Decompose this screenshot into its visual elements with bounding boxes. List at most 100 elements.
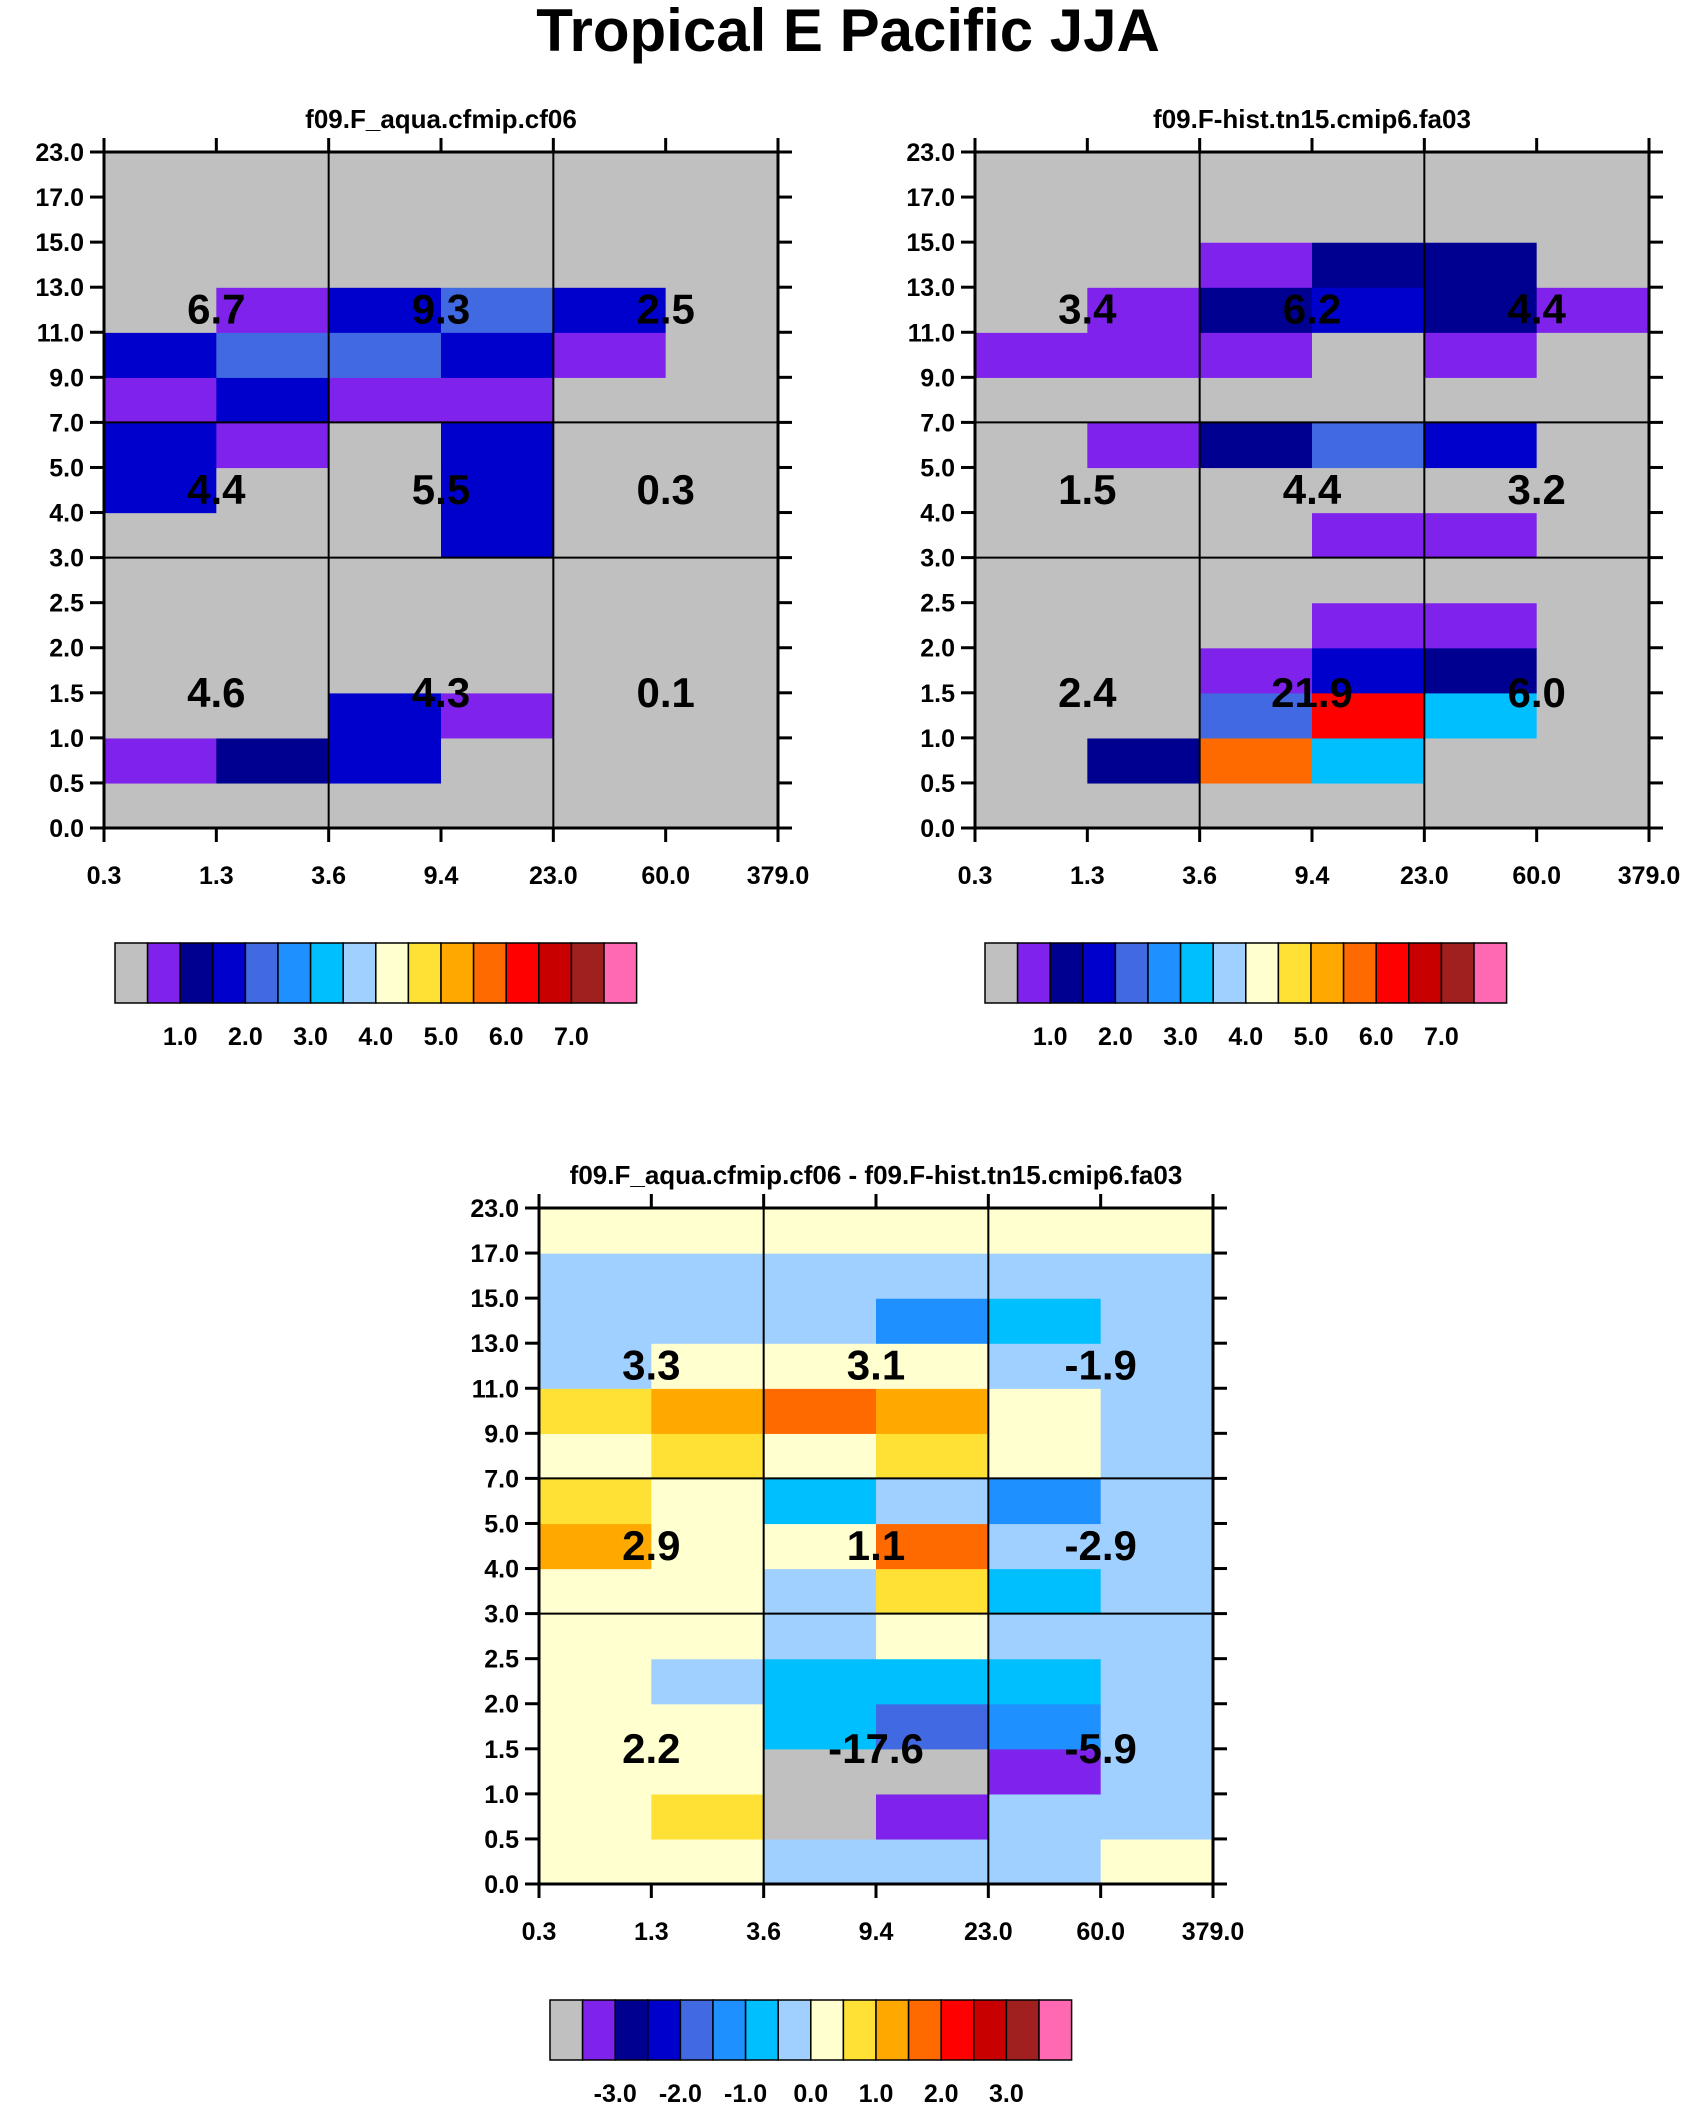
colorbar-label: 4.0 bbox=[358, 1023, 393, 1051]
heatmap-cell bbox=[1424, 332, 1538, 378]
heatmap-cell bbox=[651, 1793, 765, 1840]
heatmap-cell bbox=[553, 332, 667, 378]
heatmap-cell bbox=[665, 512, 779, 559]
heatmap-cell bbox=[539, 1478, 652, 1525]
heatmap-cell bbox=[665, 152, 779, 198]
heatmap-cell bbox=[1100, 1748, 1214, 1795]
colorbar-swatch bbox=[1147, 942, 1182, 1004]
heatmap-cell bbox=[1312, 242, 1425, 288]
y-tick-label: 17.0 bbox=[35, 184, 84, 212]
heatmap-cell bbox=[1312, 647, 1425, 694]
heatmap-cell bbox=[104, 242, 217, 288]
heatmap-cell bbox=[553, 377, 667, 423]
heatmap-cell bbox=[1312, 692, 1425, 739]
colorbar-swatch bbox=[1440, 942, 1475, 1004]
heatmap-cell bbox=[763, 1523, 877, 1570]
heatmap-cell bbox=[104, 692, 217, 739]
x-tick-label: 1.3 bbox=[634, 1918, 669, 1946]
heatmap-cell bbox=[651, 1433, 765, 1479]
heatmap-cell bbox=[665, 782, 779, 829]
heatmap-cell bbox=[665, 377, 779, 423]
heatmap-cell bbox=[665, 692, 779, 739]
colorbar-swatch bbox=[603, 942, 638, 1004]
y-tick-label: 4.0 bbox=[920, 500, 955, 528]
panel-title: f09.F-hist.tn15.cmip6.fa03 bbox=[1153, 104, 1471, 134]
x-tick-label: 379.0 bbox=[1618, 862, 1681, 890]
colorbar-swatch bbox=[549, 1999, 584, 2061]
heatmap-cell bbox=[988, 1388, 1102, 1434]
colorbar-label: 7.0 bbox=[1424, 1023, 1459, 1051]
heatmap-cell bbox=[665, 197, 779, 243]
region-value: 0.1 bbox=[636, 669, 694, 716]
y-tick-label: 15.0 bbox=[35, 229, 84, 257]
heatmap-cell bbox=[763, 1613, 877, 1660]
x-tick-label: 1.3 bbox=[1070, 862, 1105, 890]
panel-aqua: f09.F_aqua.cfmip.cf06 0.3 1.3 3.6 9.4 23.0 60.… bbox=[35, 104, 809, 1051]
heatmap-cell bbox=[1100, 1253, 1214, 1299]
heatmap-cell bbox=[553, 782, 667, 829]
region-value: -17.6 bbox=[828, 1725, 924, 1772]
colorbar-swatch bbox=[1342, 942, 1377, 1004]
heatmap-cell bbox=[763, 1703, 877, 1750]
y-tick-label: 2.0 bbox=[49, 635, 84, 663]
colorbar-swatch bbox=[440, 942, 475, 1004]
heatmap-cell bbox=[1087, 647, 1201, 694]
colorbar-label: -3.0 bbox=[594, 2080, 637, 2108]
y-tick-label: 3.0 bbox=[484, 1601, 519, 1629]
heatmap-cell bbox=[539, 1793, 652, 1840]
heatmap-cell bbox=[876, 1298, 989, 1344]
colorbar-swatch bbox=[1277, 942, 1312, 1004]
heatmap-cell bbox=[1312, 152, 1425, 198]
heatmap-cell bbox=[876, 1568, 989, 1615]
region-value: 2.5 bbox=[636, 286, 694, 333]
heatmap-cell bbox=[975, 152, 1088, 198]
y-tick-label: 2.0 bbox=[484, 1691, 519, 1719]
colorbar-label: 3.0 bbox=[989, 2080, 1024, 2108]
heatmap-cell bbox=[651, 1388, 765, 1434]
y-tick-label: 9.0 bbox=[920, 364, 955, 392]
heatmap-cell bbox=[876, 1523, 989, 1570]
panel-difference: f09.F_aqua.cfmip.cf06 - f09.F-hist.tn15.… bbox=[470, 1160, 1244, 2108]
colorbar-swatch bbox=[114, 942, 149, 1004]
heatmap-cell bbox=[1100, 1658, 1214, 1705]
heatmap-cell bbox=[441, 692, 554, 739]
heatmap-cell bbox=[1087, 332, 1201, 378]
colorbar-swatch bbox=[375, 942, 410, 1004]
heatmap-cell bbox=[553, 287, 667, 333]
region-value: 1.5 bbox=[1058, 466, 1116, 513]
colorbar-swatch bbox=[179, 942, 214, 1004]
heatmap-cell bbox=[1100, 1478, 1214, 1525]
heatmap-cell bbox=[1199, 692, 1313, 739]
heatmap-cell bbox=[1424, 152, 1538, 198]
x-tick-label: 9.4 bbox=[1295, 862, 1330, 890]
colorbar-label: 1.0 bbox=[1033, 1023, 1068, 1051]
colorbar-label: 2.0 bbox=[924, 2080, 959, 2108]
panel-hist: f09.F-hist.tn15.cmip6.fa03 0.3 1.3 3.6 9.4 23… bbox=[906, 104, 1680, 1051]
heatmap-cell bbox=[216, 512, 330, 559]
heatmap-cell bbox=[876, 1703, 989, 1750]
y-tick-label: 11.0 bbox=[908, 319, 955, 347]
heatmap-cell bbox=[216, 737, 330, 784]
heatmap-cell bbox=[1100, 1613, 1214, 1660]
heatmap-cell bbox=[665, 422, 779, 469]
heatmap-cell bbox=[988, 1703, 1102, 1750]
heatmap-cell bbox=[216, 557, 330, 604]
colorbar-swatch bbox=[1049, 942, 1084, 1004]
y-tick-label: 2.5 bbox=[49, 590, 84, 618]
heatmap-cell bbox=[665, 467, 779, 514]
colorbar-swatch bbox=[1212, 942, 1247, 1004]
heatmap-cell bbox=[539, 1568, 652, 1615]
heatmap-cell bbox=[763, 1253, 877, 1299]
region-value: 4.6 bbox=[187, 669, 245, 716]
heatmap-cell bbox=[104, 377, 217, 423]
heatmap-cell bbox=[328, 197, 442, 243]
heatmap-cell bbox=[539, 1433, 652, 1479]
colorbar-label: -2.0 bbox=[659, 2080, 702, 2108]
colorbar-swatch bbox=[1179, 942, 1214, 1004]
heatmap-cell bbox=[1087, 737, 1201, 784]
heatmap-cell bbox=[1424, 737, 1538, 784]
heatmap-cell bbox=[539, 1658, 652, 1705]
heatmap-cell bbox=[216, 422, 330, 469]
heatmap-cell bbox=[216, 647, 330, 694]
y-tick-label: 1.0 bbox=[484, 1781, 519, 1809]
